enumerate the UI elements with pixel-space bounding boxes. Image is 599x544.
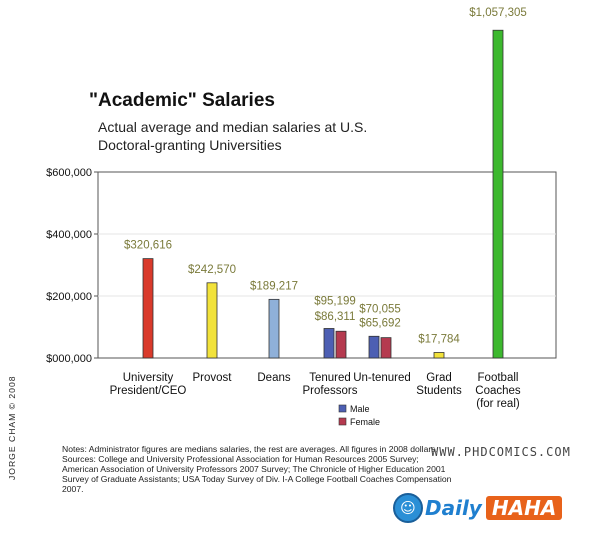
notes-text: Notes: Administrator figures are medians…	[62, 444, 452, 494]
legend-label: Male	[350, 404, 370, 414]
smiley-face-icon: ☺	[393, 493, 423, 523]
category-label: Professors	[303, 385, 358, 397]
dailyhaha-logo: ☺ Daily HAHA	[393, 493, 563, 523]
data-label: $95,199	[314, 295, 356, 307]
data-label: $1,057,305	[469, 7, 527, 19]
data-label: $189,217	[250, 280, 298, 292]
category-label: Tenured	[309, 372, 351, 384]
bar	[142, 258, 154, 359]
bar	[206, 282, 218, 359]
category-label: Provost	[193, 372, 233, 384]
data-label: $70,055	[359, 303, 401, 315]
author-credit: JORGE CHAM © 2008	[7, 375, 17, 480]
bar	[368, 335, 380, 359]
chart-subtitle: Actual average and median salaries at U.…	[98, 119, 368, 153]
logo-text-haha: HAHA	[485, 496, 563, 520]
data-label: $320,616	[124, 240, 172, 252]
data-label: $17,784	[418, 333, 460, 345]
category-label: (for real)	[476, 398, 520, 410]
category-label: Students	[416, 385, 462, 397]
y-tick-label: $600,000	[46, 167, 92, 179]
website-url: WWW.PHDCOMICS.COM	[431, 445, 571, 459]
category-label: Deans	[257, 372, 290, 384]
category-label: President/CEO	[110, 385, 187, 397]
category-label: Football	[478, 372, 519, 384]
legend-swatch	[338, 404, 347, 413]
category-label: Coaches	[475, 385, 521, 397]
category-label: Grad	[426, 372, 452, 384]
y-tick-label: $400,000	[46, 229, 92, 241]
data-label: $242,570	[188, 264, 236, 276]
bar	[433, 352, 445, 359]
bar	[380, 337, 392, 359]
category-label: University	[123, 372, 174, 384]
bar	[268, 298, 280, 359]
category-label: Un-tenured	[353, 372, 411, 384]
data-label: $86,311	[315, 311, 356, 323]
bar	[323, 328, 335, 359]
legend-label: Female	[350, 417, 380, 427]
data-label: $65,692	[359, 318, 401, 330]
y-tick-label: $200,000	[46, 291, 92, 303]
bar	[492, 29, 504, 359]
chart-title: "Academic" Salaries	[89, 90, 275, 111]
bar	[335, 330, 347, 359]
logo-text-daily: Daily	[425, 496, 482, 520]
legend-swatch	[338, 417, 347, 426]
y-tick-label: $000,000	[46, 353, 92, 365]
